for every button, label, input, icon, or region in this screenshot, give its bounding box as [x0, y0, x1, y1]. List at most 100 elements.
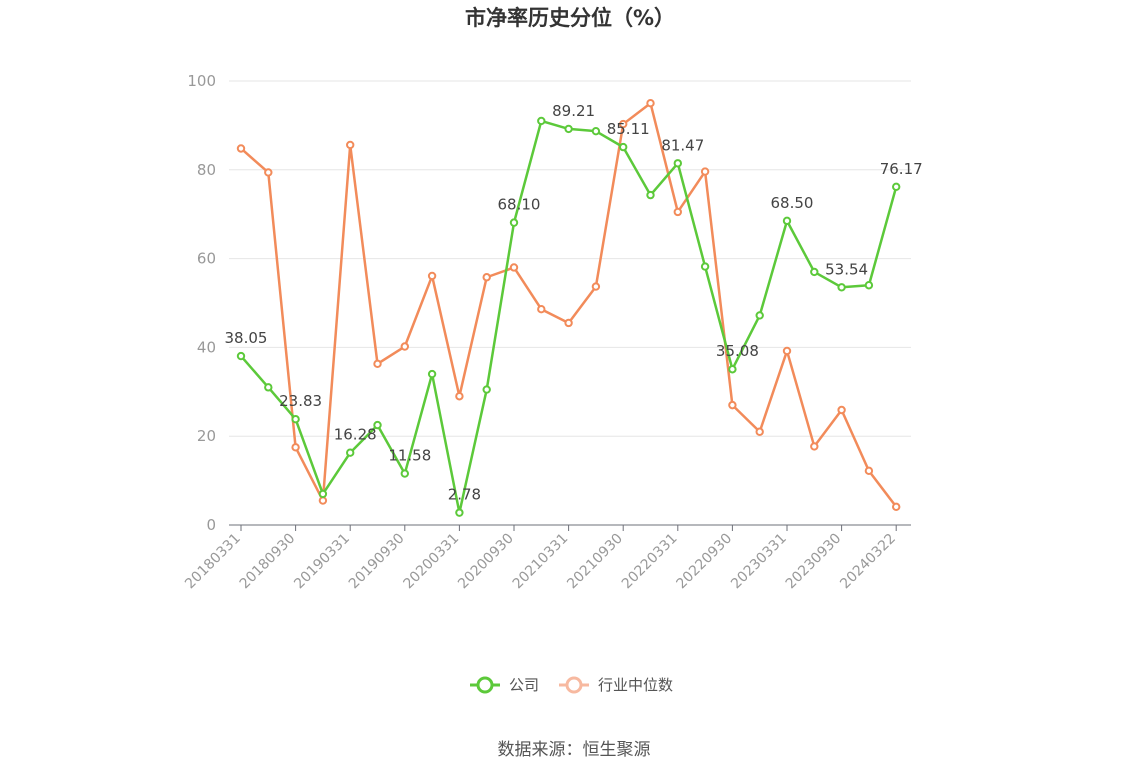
x-tick-label: 20190331 [291, 531, 353, 593]
data-point [646, 190, 655, 200]
y-tick-label: 60 [197, 250, 216, 268]
x-tick-label: 20230930 [783, 531, 845, 593]
legend-item-industry-median[interactable]: 行业中位数 [559, 676, 673, 694]
data-label: 85.11 [607, 120, 650, 138]
x-tick-label: 20220930 [674, 531, 736, 593]
data-point [864, 281, 874, 290]
data-point [864, 466, 874, 476]
series-company [236, 116, 901, 517]
data-label: 53.54 [825, 260, 868, 278]
data-label: 2.78 [448, 486, 481, 504]
data-point [318, 496, 328, 505]
data-point [236, 351, 246, 361]
data-label: 11.58 [388, 447, 431, 465]
legend-marker-industry-median [565, 676, 583, 694]
data-point [619, 142, 628, 152]
data-point [782, 216, 792, 226]
data-label: 35.08 [716, 342, 759, 360]
x-tick-label: 20210930 [564, 531, 626, 593]
x-tick-label: 20210331 [510, 531, 572, 593]
data-point [482, 385, 491, 394]
data-point [373, 359, 382, 369]
data-point [400, 342, 409, 351]
data-point [264, 383, 273, 392]
x-tick-label: 20220331 [619, 531, 681, 593]
data-point [646, 99, 655, 108]
data-point [537, 305, 546, 314]
data-point [700, 262, 710, 271]
data-point [346, 448, 355, 457]
data-point [619, 119, 628, 129]
data-label: 68.50 [771, 194, 814, 212]
source-text: 数据来源：恒生聚源 [498, 740, 651, 760]
y-tick-label: 100 [187, 72, 216, 90]
data-point [564, 318, 573, 328]
data-label: 89.21 [552, 102, 595, 120]
data-point [755, 427, 764, 436]
y-tick-label: 20 [197, 427, 216, 445]
data-point [837, 405, 846, 415]
series-layer [236, 99, 901, 517]
data-label: 81.47 [661, 136, 704, 154]
data-point [837, 283, 846, 292]
data-point [291, 443, 300, 452]
x-axis: 2018033120180930201903312019093020200331… [182, 524, 911, 593]
data-point [673, 207, 682, 217]
data-point [236, 144, 246, 153]
x-tick-label: 20200930 [455, 531, 517, 593]
data-point [346, 140, 355, 150]
data-label: 68.10 [498, 196, 541, 214]
data-point [291, 414, 300, 424]
legend-label-company: 公司 [509, 676, 539, 694]
data-labels: 38.05 23.83 16.28 11.58 2.78 68.10 89.21 85.11 8… [225, 102, 923, 504]
series-line [240, 101, 898, 508]
data-point [810, 442, 819, 451]
data-point [673, 159, 682, 168]
x-tick-label: 20180930 [237, 531, 299, 593]
data-label: 76.17 [880, 160, 923, 178]
y-tick-label: 0 [206, 516, 216, 534]
x-tick-label: 20190930 [346, 531, 408, 593]
data-point [700, 167, 710, 176]
data-point [318, 489, 328, 499]
series-industry-median [236, 99, 901, 511]
data-point [373, 420, 382, 430]
data-point [782, 346, 792, 356]
chart-title: 市净率历史分位（%） [465, 6, 675, 30]
data-point [509, 218, 519, 227]
data-point [427, 271, 437, 281]
x-tick-label: 20230331 [728, 531, 790, 593]
data-point [892, 502, 901, 511]
series-line [240, 119, 898, 514]
data-point [537, 116, 546, 126]
data-point [810, 267, 819, 277]
data-label: 16.28 [334, 426, 377, 444]
data-point [455, 508, 464, 517]
legend[interactable]: 公司 行业中位数 [470, 676, 673, 694]
x-tick-label: 20200331 [401, 531, 463, 593]
legend-item-company[interactable]: 公司 [470, 676, 539, 694]
data-point [755, 311, 764, 320]
data-point [455, 392, 464, 401]
data-label: 38.05 [225, 329, 268, 347]
data-point [427, 369, 437, 379]
x-tick-label: 20180331 [182, 531, 244, 593]
y-tick-label: 40 [197, 338, 216, 356]
data-point [591, 282, 601, 291]
y-axis: 0 20 40 60 80 100 [187, 72, 216, 534]
data-point [591, 126, 601, 136]
data-label: 23.83 [279, 392, 322, 410]
data-point [509, 263, 519, 272]
data-point [482, 273, 491, 282]
legend-label-industry-median: 行业中位数 [598, 676, 673, 694]
data-point [728, 365, 737, 374]
x-tick-label: 20240322 [837, 531, 899, 593]
data-point [264, 168, 273, 177]
data-point [400, 469, 409, 478]
legend-marker-company [476, 676, 494, 694]
y-tick-label: 80 [197, 161, 216, 179]
data-point [892, 182, 901, 192]
data-point [564, 124, 573, 134]
data-point [728, 400, 737, 410]
